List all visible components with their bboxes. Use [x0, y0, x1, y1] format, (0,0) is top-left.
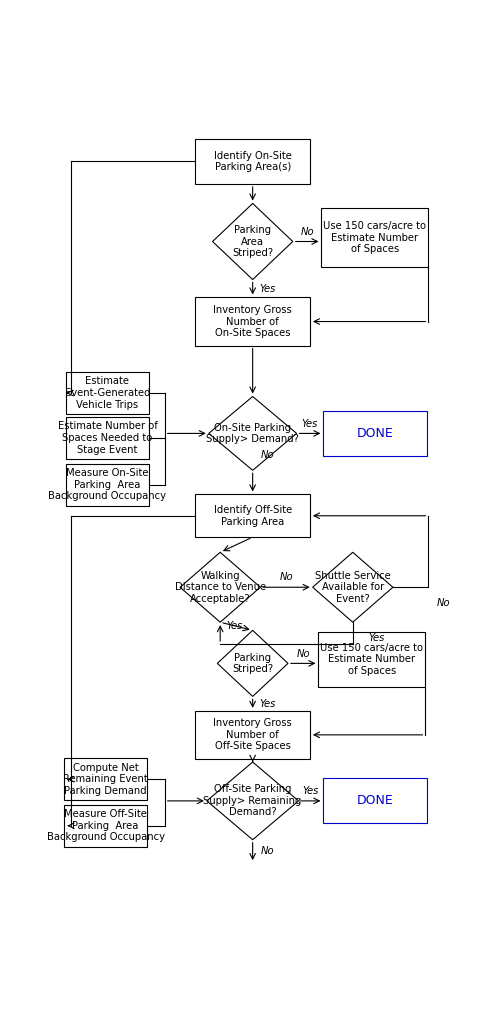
- Bar: [321, 209, 428, 266]
- Bar: [67, 372, 148, 414]
- Text: No: No: [437, 597, 451, 607]
- Text: Parking
Striped?: Parking Striped?: [232, 653, 273, 674]
- Text: Off-Site Parking
Supply> Remaining
Demand?: Off-Site Parking Supply> Remaining Deman…: [204, 784, 302, 817]
- Text: Measure On-Site
Parking  Area
Background Occupancy: Measure On-Site Parking Area Background …: [48, 468, 167, 501]
- Polygon shape: [207, 762, 298, 839]
- Bar: [323, 778, 426, 823]
- Bar: [318, 633, 425, 687]
- Text: Yes: Yes: [260, 698, 276, 708]
- Bar: [323, 411, 426, 456]
- Polygon shape: [313, 552, 393, 623]
- Text: Measure Off-Site
Parking  Area
Background Occupancy: Measure Off-Site Parking Area Background…: [46, 809, 165, 843]
- Text: Use 150 cars/acre to
Estimate Number
of Spaces: Use 150 cars/acre to Estimate Number of …: [323, 221, 426, 254]
- Text: Yes: Yes: [302, 419, 318, 429]
- Text: Inventory Gross
Number of
Off-Site Spaces: Inventory Gross Number of Off-Site Space…: [213, 718, 292, 752]
- Polygon shape: [209, 397, 297, 470]
- Text: Parking
Area
Striped?: Parking Area Striped?: [232, 225, 273, 258]
- Text: Estimate Number of
Spaces Needed to
Stage Event: Estimate Number of Spaces Needed to Stag…: [58, 422, 157, 455]
- Text: Yes: Yes: [226, 622, 243, 632]
- Text: Walking
Distance to Venue
Acceptable?: Walking Distance to Venue Acceptable?: [175, 571, 266, 603]
- Text: Compute Net
Remaining Event
Parking Demand: Compute Net Remaining Event Parking Dema…: [63, 763, 148, 796]
- Polygon shape: [180, 552, 260, 623]
- Bar: [65, 805, 146, 847]
- Polygon shape: [217, 631, 288, 696]
- Bar: [65, 758, 146, 800]
- Text: Yes: Yes: [260, 284, 276, 294]
- Text: Inventory Gross
Number of
On-Site Spaces: Inventory Gross Number of On-Site Spaces: [213, 305, 292, 338]
- Text: DONE: DONE: [356, 794, 393, 807]
- Text: Yes: Yes: [368, 633, 385, 643]
- Bar: [195, 494, 310, 537]
- Text: No: No: [260, 847, 274, 857]
- Text: No: No: [296, 649, 310, 659]
- Text: Use 150 cars/acre to
Estimate Number
of Spaces: Use 150 cars/acre to Estimate Number of …: [320, 643, 423, 676]
- Text: Yes: Yes: [303, 786, 319, 796]
- Text: No: No: [260, 450, 274, 460]
- Text: Shuttle Service
Available for
Event?: Shuttle Service Available for Event?: [315, 571, 390, 603]
- Text: DONE: DONE: [356, 427, 393, 440]
- Bar: [195, 139, 310, 184]
- Text: On-Site Parking
Supply> Demand?: On-Site Parking Supply> Demand?: [206, 423, 299, 444]
- Bar: [67, 464, 148, 506]
- Text: Identify Off-Site
Parking Area: Identify Off-Site Parking Area: [213, 504, 292, 527]
- Polygon shape: [212, 204, 293, 279]
- Bar: [195, 710, 310, 759]
- Text: Identify On-Site
Parking Area(s): Identify On-Site Parking Area(s): [214, 150, 291, 173]
- Text: Estimate
Event-Generated
Vehicle Trips: Estimate Event-Generated Vehicle Trips: [65, 376, 150, 410]
- Text: No: No: [300, 227, 314, 237]
- Text: No: No: [280, 572, 293, 582]
- Bar: [195, 298, 310, 346]
- Bar: [67, 417, 148, 459]
